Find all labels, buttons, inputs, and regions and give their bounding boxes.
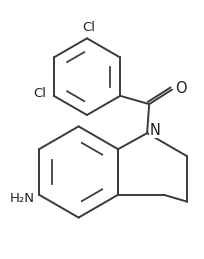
- Text: Cl: Cl: [83, 21, 95, 34]
- Text: H₂N: H₂N: [10, 192, 35, 205]
- Text: N: N: [150, 123, 161, 138]
- Text: Cl: Cl: [33, 87, 46, 100]
- Text: O: O: [175, 81, 187, 96]
